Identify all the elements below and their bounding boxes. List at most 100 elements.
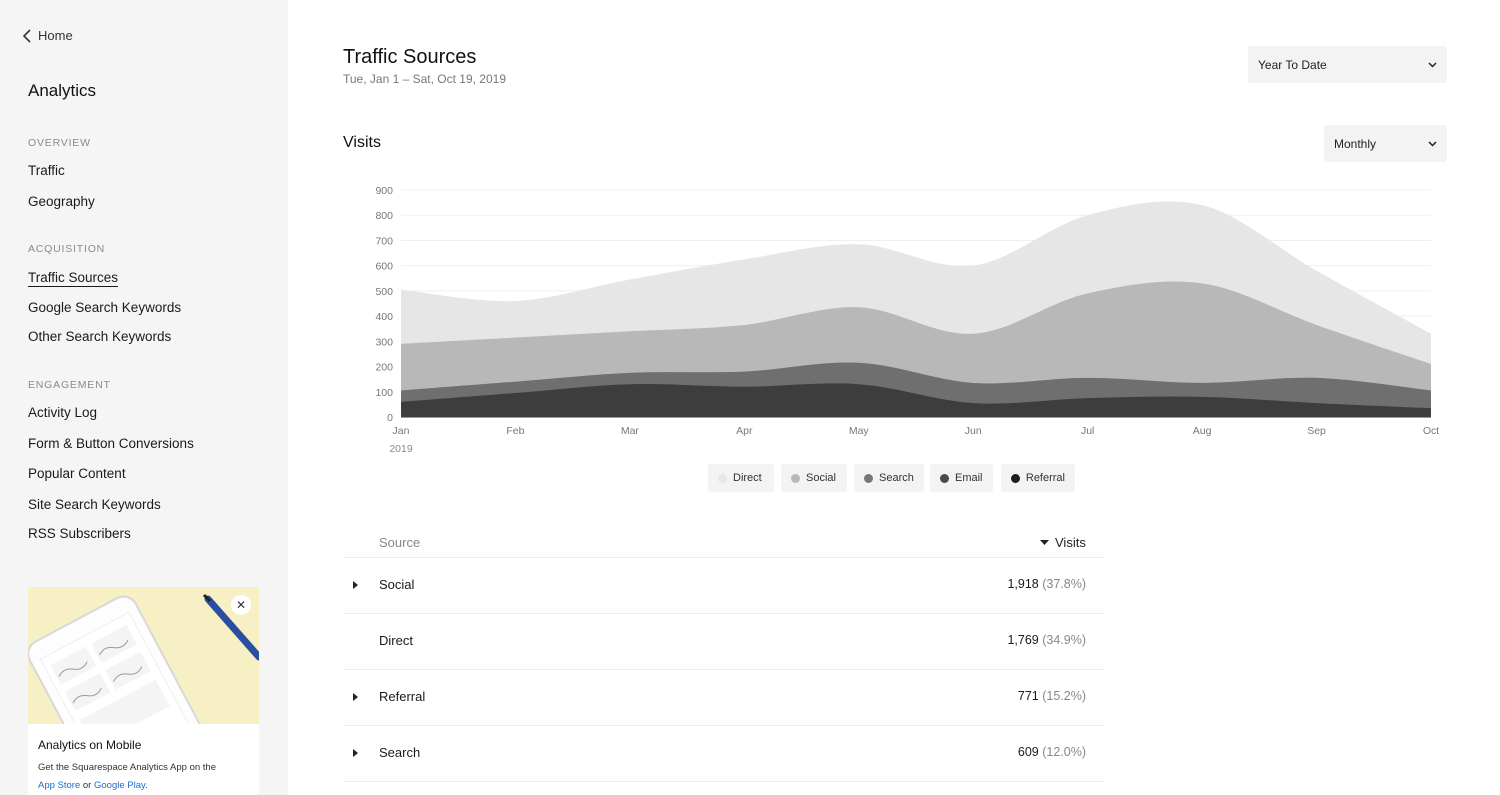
interval-select[interactable]: Monthly [1324,125,1447,162]
y-tick-label: 100 [375,387,393,399]
area-series-referral [401,383,1431,417]
y-tick-label: 600 [375,261,393,273]
date-range-select-value: Year To Date [1258,57,1327,72]
page-title: Traffic Sources [343,46,477,68]
x-tick-label: Jan [393,425,410,437]
y-tick-label: 300 [375,336,393,348]
x-tick-label: Sep [1307,425,1326,437]
visits-title: Visits [343,134,381,151]
date-range-select[interactable]: Year To Date [1248,46,1447,83]
legend-item-email[interactable]: Email [930,464,993,492]
back-label: Home [38,28,73,43]
y-tick-label: 500 [375,286,393,298]
legend-item-search[interactable]: Search [854,464,924,492]
divider [343,725,1104,726]
section-overview: OVERVIEW [28,137,91,149]
x-tick-label: Jun [965,425,982,437]
section-engagement: ENGAGEMENT [28,379,111,391]
x-tick-label: Feb [506,425,524,437]
promo-description: Get the Squarespace Analytics App on the… [38,759,253,795]
y-tick-label: 200 [375,362,393,374]
promo-title: Analytics on Mobile [38,738,142,752]
promo-close-button[interactable]: ✕ [231,595,251,615]
expand-row-icon[interactable] [353,749,358,757]
legend-item-direct[interactable]: Direct [708,464,774,492]
sidebar-item-popular-content[interactable]: Popular Content [28,466,126,481]
legend-swatch [1011,473,1020,483]
col-source-header: Source [379,535,421,550]
legend-swatch [791,473,800,483]
sidebar: Home Analytics OVERVIEW Traffic Geograph… [0,0,288,795]
y-tick-label: 800 [375,210,393,222]
visits-count: 1,918 [1007,577,1043,591]
visits-percent: (34.9%) [1042,633,1086,647]
legend-swatch [864,473,873,483]
table-row-visits: 771 (15.2%) [1018,689,1086,703]
sidebar-item-geography[interactable]: Geography [28,194,95,209]
table-row-visits: 1,769 (34.9%) [1007,633,1086,647]
visits-percent: (12.0%) [1042,745,1086,759]
sidebar-item-traffic-sources[interactable]: Traffic Sources [28,270,119,287]
legend-swatch [718,473,727,483]
sidebar-item-rss-subscribers[interactable]: RSS Subscribers [28,526,131,541]
visits-count: 1,769 [1007,633,1043,647]
table-row-source: Direct [379,633,413,648]
divider [343,613,1104,614]
visits-count: 771 [1017,689,1043,703]
mobile-promo-card: ✕ Analytics on Mobile Get the Squarespac… [28,587,259,795]
visits-percent: (15.2%) [1042,689,1086,703]
legend-item-referral[interactable]: Referral [1001,464,1075,492]
x-tick-label: Apr [736,425,753,437]
table-row-source: Search [379,745,421,760]
sidebar-item-activity-log[interactable]: Activity Log [28,405,98,420]
legend-item-social[interactable]: Social [781,464,847,492]
sidebar-item-google-search-keywords[interactable]: Google Search Keywords [28,300,182,315]
legend-label: Email [955,472,983,484]
visits-area-chart: 0 100 200 300 400 500 600 700 800 900 Jan Feb Mar Ap… [375,185,1439,455]
sidebar-item-site-search-keywords[interactable]: Site Search Keywords [28,497,161,512]
table-row-source: Social [379,577,415,592]
legend-label: Referral [1025,472,1065,484]
promo-end-text: . [145,780,148,791]
table-row-visits: 1,918 (37.8%) [1007,577,1086,591]
y-tick-label: 0 [387,412,393,424]
legend-label: Direct [733,472,762,484]
google-play-link[interactable]: Google Play [93,780,146,791]
divider [343,557,1104,558]
back-home-link[interactable]: Home [22,28,73,43]
x-tick-label: May [849,425,870,437]
expand-row-icon[interactable] [353,693,358,701]
interval-select-value: Monthly [1334,136,1377,151]
sidebar-item-other-search-keywords[interactable]: Other Search Keywords [28,329,172,344]
table-row-visits: 609 (12.0%) [1018,745,1086,759]
section-acquisition: ACQUISITION [28,243,106,255]
chevron-left-icon [22,28,31,43]
y-tick-label: 900 [375,185,393,197]
x-axis-year-label: 2019 [389,443,413,455]
table-row-source: Referral [379,689,426,704]
y-tick-label: 400 [375,311,393,323]
y-tick-label: 700 [375,235,393,247]
app-store-link[interactable]: App Store [38,780,81,791]
x-tick-label: Aug [1193,425,1212,437]
x-tick-label: Oct [1423,425,1439,437]
date-range-text: Tue, Jan 1 – Sat, Oct 19, 2019 [343,72,506,86]
promo-illustration [28,587,259,724]
col-visits-header-sort[interactable]: Visits [1040,535,1086,550]
legend-label: Social [806,472,836,484]
col-visits-label: Visits [1055,535,1086,550]
visits-percent: (37.8%) [1042,577,1086,591]
x-tick-label: Jul [1081,425,1094,437]
expand-row-icon[interactable] [353,581,358,589]
sidebar-item-traffic[interactable]: Traffic [28,163,65,178]
divider [343,781,1104,782]
legend-label: Search [879,472,914,484]
chevron-down-icon [1428,140,1437,147]
sidebar-title: Analytics [28,81,97,100]
sidebar-item-form-button-conversions[interactable]: Form & Button Conversions [28,436,194,451]
sort-desc-icon [1040,539,1049,545]
legend-swatch [940,473,949,483]
x-tick-label: Mar [621,425,640,437]
promo-desc-text: Get the Squarespace Analytics App on the [38,762,216,773]
divider [343,669,1104,670]
